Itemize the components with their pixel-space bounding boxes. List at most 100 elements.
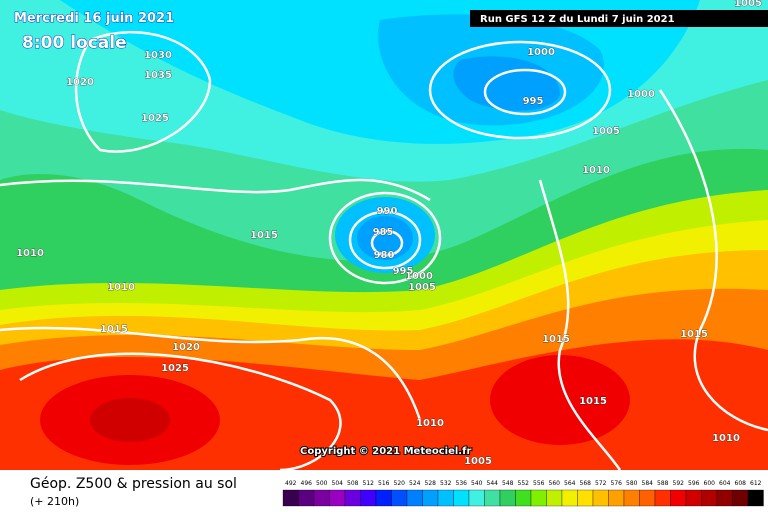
footer-lead: (+ 210h) (30, 495, 79, 508)
isobar-label: 1025 (161, 363, 189, 374)
scale-label: 544 (487, 480, 499, 487)
scale-label: 572 (595, 480, 607, 487)
isobar-label: 995 (523, 96, 544, 107)
scale-label: 536 (456, 480, 468, 487)
scale-swatch (484, 489, 501, 507)
isobar-label: 1030 (144, 50, 172, 61)
scale-label: 532 (440, 480, 452, 487)
run-box (470, 10, 768, 27)
scale-swatch (530, 489, 547, 507)
scale-swatch (313, 489, 330, 507)
scale-label: 496 (301, 480, 313, 487)
scale-label: 524 (409, 480, 421, 487)
scale-label: 500 (316, 480, 328, 487)
scale-label: 596 (688, 480, 700, 487)
isobar-label: 1020 (66, 77, 94, 88)
isobar-label: 1035 (144, 70, 172, 81)
scale-label: 512 (363, 480, 375, 487)
isobar-label: 1010 (582, 165, 610, 176)
isobar-label: 1005 (408, 282, 436, 293)
scale-label: 580 (626, 480, 638, 487)
isobar-label: 1015 (542, 334, 570, 345)
scale-swatch (546, 489, 563, 507)
isobar-label: 995 (393, 266, 414, 277)
isobars (0, 31, 768, 472)
scale-swatch (561, 489, 578, 507)
color-scale: 492 496 500 504 508 512 516 520 524 528 532 536 540 5… (282, 480, 764, 507)
isobar-label: 1005 (464, 456, 492, 467)
isobar-label: 990 (377, 206, 398, 217)
scale-swatch (592, 489, 609, 507)
scale-swatch (344, 489, 361, 507)
scale-swatch (608, 489, 625, 507)
isobar-label: 1015 (100, 324, 128, 335)
scale-label: 504 (332, 480, 344, 487)
scale-label: 520 (394, 480, 406, 487)
scale-label: 600 (704, 480, 716, 487)
scale-swatch (453, 489, 470, 507)
date: Mercredi 16 juin 2021 (14, 11, 174, 26)
isobar-label: 1000 (527, 47, 555, 58)
scale-swatch (732, 489, 749, 507)
scale-swatch (282, 489, 299, 507)
isobar-label: 1015 (680, 329, 708, 340)
scale-swatch (298, 489, 315, 507)
scale-swatch (422, 489, 439, 507)
scale-label: 612 (750, 480, 762, 487)
scale-label: 584 (642, 480, 654, 487)
time: 8:00 locale (22, 33, 127, 53)
isobar-label: 1010 (416, 418, 444, 429)
scale-label: 588 (657, 480, 669, 487)
isobar-label: 1025 (141, 113, 169, 124)
isobar-label: 1010 (16, 248, 44, 259)
footer-title: Géop. Z500 & pression au sol (30, 476, 237, 492)
scale-swatch (360, 489, 377, 507)
scale-swatch (654, 489, 671, 507)
scale-label: 548 (502, 480, 514, 487)
scale-label: 516 (378, 480, 390, 487)
scale-label: 560 (549, 480, 561, 487)
scale-swatch (623, 489, 640, 507)
scale-swatch (747, 489, 764, 507)
scale-swatch (639, 489, 656, 507)
scale-swatch (670, 489, 687, 507)
scale-label: 568 (580, 480, 592, 487)
scale-swatch (716, 489, 733, 507)
scale-swatch (375, 489, 392, 507)
isobar-label: 1005 (592, 126, 620, 137)
scale-label: 564 (564, 480, 576, 487)
scale-swatch (468, 489, 485, 507)
copyright: Copyright © 2021 Meteociel.fr (300, 446, 471, 457)
isobar-label: 1020 (172, 342, 200, 353)
isobar-label: 1015 (579, 396, 607, 407)
scale-swatch (406, 489, 423, 507)
isobar-label: 980 (374, 250, 395, 261)
scale-swatch (437, 489, 454, 507)
scale-label: 540 (471, 480, 483, 487)
scale-swatch (391, 489, 408, 507)
scale-label: 528 (425, 480, 437, 487)
scale-label: 492 (285, 480, 297, 487)
isobar-label: 1015 (250, 230, 278, 241)
scale-swatch (329, 489, 346, 507)
scale-swatch (515, 489, 532, 507)
isobar-label: 1000 (627, 89, 655, 100)
scale-swatch (685, 489, 702, 507)
scale-swatch (577, 489, 594, 507)
isobar-label: 985 (373, 227, 394, 238)
scale-swatch (499, 489, 516, 507)
background (0, 0, 768, 470)
scale-label: 604 (719, 480, 731, 487)
isobar-label: 1005 (734, 0, 762, 9)
scale-label: 556 (533, 480, 545, 487)
scale-label: 592 (673, 480, 685, 487)
isobar-label: 1000 (405, 271, 433, 282)
scale-swatch (701, 489, 718, 507)
scale-label: 608 (735, 480, 747, 487)
scale-label: 508 (347, 480, 359, 487)
scale-label: 576 (611, 480, 623, 487)
isobar-label: 1010 (712, 433, 740, 444)
scale-label: 552 (518, 480, 530, 487)
isobar-label: 1010 (107, 282, 135, 293)
